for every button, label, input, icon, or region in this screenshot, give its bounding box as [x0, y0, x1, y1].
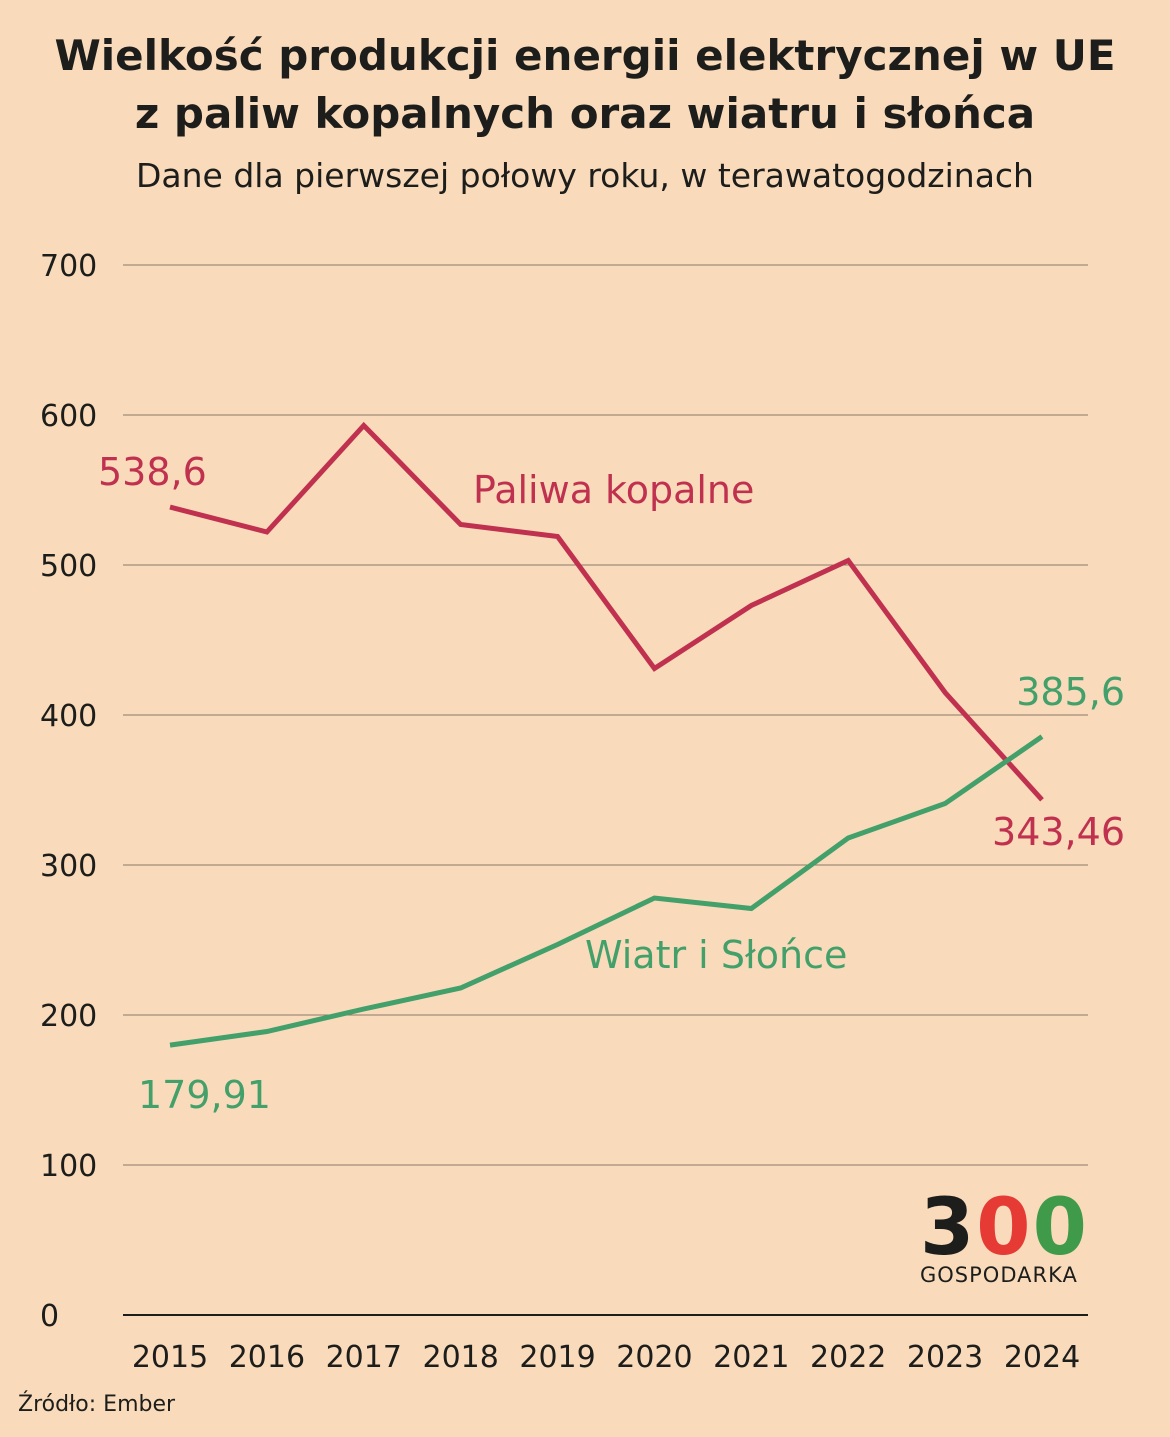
logo-digit: 0: [1032, 1183, 1089, 1273]
logo-digit: 0: [976, 1183, 1033, 1273]
series-line-wind-solar: [169, 734, 1044, 1048]
series-label: Wiatr i Słońce: [585, 933, 847, 977]
x-tick-label: 2018: [422, 1340, 498, 1375]
x-tick-label: 2020: [616, 1340, 692, 1375]
y-tick-label: 700: [40, 249, 97, 284]
y-tick-label: 600: [40, 399, 97, 434]
y-tick-label: 400: [40, 699, 97, 734]
y-tick-label: 500: [40, 549, 97, 584]
data-label: 385,6: [1016, 670, 1125, 714]
source-note: Źródło: Ember: [18, 1392, 176, 1417]
y-tick-label: 0: [40, 1299, 59, 1334]
x-tick-label: 2021: [713, 1340, 789, 1375]
x-tick-label: 2024: [1004, 1340, 1080, 1375]
chart-subtitle: Dane dla pierwszej połowy roku, w terawa…: [136, 156, 1034, 195]
title-line-2: z paliw kopalnych oraz wiatru i słońca: [134, 89, 1036, 138]
x-tick-label: 2015: [132, 1340, 208, 1375]
data-label: 179,91: [138, 1073, 271, 1117]
series-label: Paliwa kopalne: [473, 468, 754, 512]
logo-digits: 300: [920, 1189, 1095, 1267]
y-tick-label: 100: [40, 1149, 97, 1184]
x-tick-label: 2019: [519, 1340, 595, 1375]
logo-text: GOSPODARKA: [920, 1263, 1078, 1287]
series-line-fossil: [169, 421, 1044, 802]
title-line-1: Wielkość produkcji energii elektrycznej …: [54, 31, 1116, 80]
x-tick-label: 2022: [810, 1340, 886, 1375]
y-tick-label: 200: [40, 999, 97, 1034]
chart-title: Wielkość produkcji energii elektrycznej …: [0, 27, 1170, 143]
x-tick-label: 2017: [326, 1340, 402, 1375]
x-tick-label: 2016: [229, 1340, 305, 1375]
y-tick-label: 300: [40, 849, 97, 884]
logo: 300 GOSPODARKA: [920, 1189, 1095, 1287]
data-label: 538,6: [98, 450, 207, 494]
logo-digit: 3: [920, 1183, 977, 1273]
data-label: 343,46: [992, 810, 1125, 854]
x-tick-label: 2023: [907, 1340, 983, 1375]
